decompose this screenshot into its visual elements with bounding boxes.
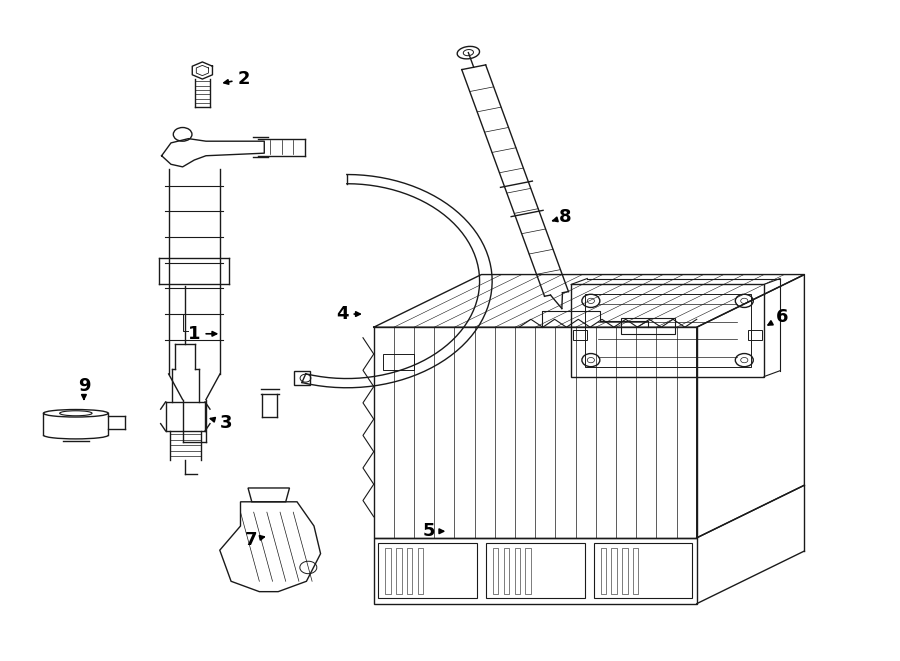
Text: 9: 9	[77, 377, 90, 399]
Text: 7: 7	[245, 531, 265, 549]
Text: 8: 8	[553, 208, 572, 226]
Bar	[374, 327, 697, 538]
Bar	[504, 548, 509, 594]
Bar	[526, 548, 531, 594]
Bar	[382, 354, 414, 370]
Bar	[600, 548, 606, 594]
Bar	[515, 548, 520, 594]
Bar	[594, 543, 692, 598]
Bar	[486, 543, 585, 598]
Text: 5: 5	[423, 522, 444, 540]
Text: 1: 1	[188, 325, 217, 343]
Text: 6: 6	[768, 308, 788, 327]
Bar	[385, 548, 391, 594]
Text: 3: 3	[211, 414, 232, 432]
Bar	[621, 318, 675, 334]
Bar	[573, 330, 588, 340]
Bar	[493, 548, 499, 594]
Bar	[293, 371, 310, 385]
Bar	[374, 538, 697, 603]
Bar	[378, 543, 477, 598]
Bar	[572, 284, 764, 377]
Bar	[418, 548, 423, 594]
Bar	[622, 548, 627, 594]
Bar	[407, 548, 412, 594]
Bar	[611, 548, 616, 594]
Text: 4: 4	[336, 305, 360, 323]
Bar	[396, 548, 401, 594]
Bar	[585, 294, 751, 367]
Bar	[633, 548, 638, 594]
Bar	[748, 330, 762, 340]
Text: 2: 2	[224, 70, 250, 88]
